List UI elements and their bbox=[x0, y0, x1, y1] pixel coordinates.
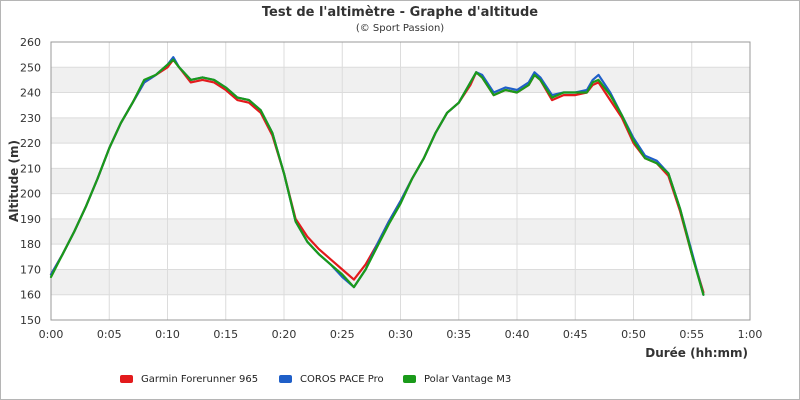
legend-swatch-coros bbox=[279, 375, 292, 383]
x-tick-label: 0:15 bbox=[213, 328, 238, 341]
legend-item-coros[interactable]: COROS PACE Pro bbox=[279, 370, 384, 388]
legend-label-polar: Polar Vantage M3 bbox=[424, 373, 512, 385]
x-tick-label: 0:55 bbox=[679, 328, 704, 341]
x-tick-label: 0:10 bbox=[155, 328, 180, 341]
x-tick-label: 0:20 bbox=[272, 328, 297, 341]
y-tick-label: 200 bbox=[20, 188, 41, 201]
y-tick-label: 170 bbox=[20, 263, 41, 276]
x-tick-label: 0:25 bbox=[330, 328, 355, 341]
chart-subtitle: (© Sport Passion) bbox=[356, 23, 444, 34]
x-tick-label: 0:50 bbox=[621, 328, 646, 341]
chart-title: Test de l'altimètre - Graphe d'altitude bbox=[262, 5, 538, 20]
legend-swatch-polar bbox=[403, 375, 416, 383]
altitude-chart: Test de l'altimètre - Graphe d'altitude … bbox=[7, 5, 763, 360]
y-tick-label: 220 bbox=[20, 137, 41, 150]
x-tick-label: 0:40 bbox=[505, 328, 530, 341]
y-tick-label: 230 bbox=[20, 112, 41, 125]
y-tick-label: 260 bbox=[20, 36, 41, 49]
y-tick-label: 180 bbox=[20, 238, 41, 251]
legend-label-garmin: Garmin Forerunner 965 bbox=[141, 373, 259, 385]
x-tick-label: 1:00 bbox=[738, 328, 763, 341]
y-axis-ticks: 150 160 170 180 190 200 210 220 230 240 250 260 bbox=[20, 36, 41, 327]
legend-swatch-garmin bbox=[120, 375, 133, 383]
series-line-2 bbox=[49, 58, 705, 296]
y-tick-label: 250 bbox=[20, 61, 41, 74]
legend-item-garmin[interactable]: Garmin Forerunner 965 bbox=[120, 370, 258, 388]
y-axis-label: Altitude (m) bbox=[7, 140, 21, 222]
y-tick-label: 240 bbox=[20, 87, 41, 100]
x-tick-label: 0:05 bbox=[97, 328, 122, 341]
legend-item-polar[interactable]: Polar Vantage M3 bbox=[403, 370, 511, 388]
x-axis-label: Durée (hh:mm) bbox=[645, 346, 748, 360]
x-axis-ticks: 0:00 0:05 0:10 0:15 0:20 0:25 0:30 0:35 0:40 0:45… bbox=[39, 328, 763, 341]
series-lines bbox=[49, 56, 705, 296]
y-tick-label: 190 bbox=[20, 213, 41, 226]
x-tick-label: 0:45 bbox=[563, 328, 588, 341]
x-tick-label: 0:00 bbox=[39, 328, 64, 341]
x-tick-label: 0:30 bbox=[388, 328, 413, 341]
y-tick-label: 160 bbox=[20, 289, 41, 302]
legend: Garmin Forerunner 965 COROS PACE Pro Pol… bbox=[0, 370, 800, 388]
plot-area bbox=[50, 41, 751, 321]
x-tick-label: 0:35 bbox=[446, 328, 471, 341]
y-tick-label: 210 bbox=[20, 162, 41, 175]
legend-label-coros: COROS PACE Pro bbox=[300, 373, 384, 385]
y-tick-label: 150 bbox=[20, 314, 41, 327]
